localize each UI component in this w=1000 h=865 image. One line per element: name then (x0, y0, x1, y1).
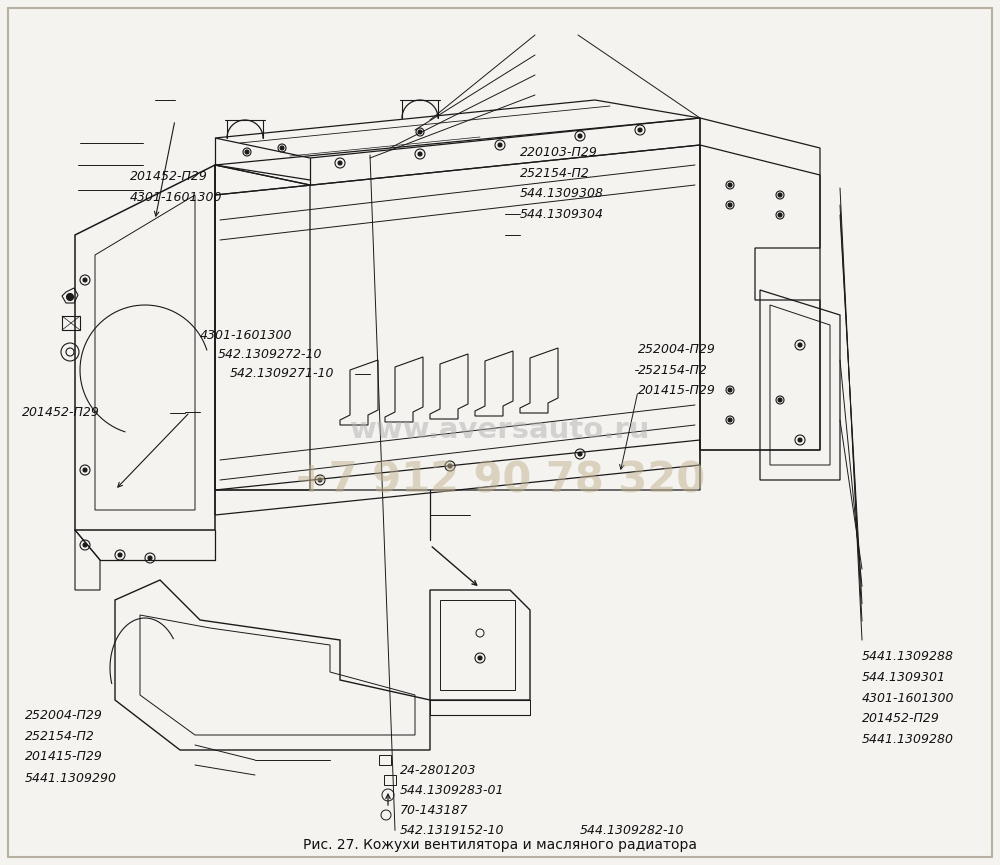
Circle shape (778, 193, 782, 197)
Circle shape (798, 343, 802, 347)
Circle shape (338, 161, 342, 165)
Circle shape (83, 278, 87, 282)
Circle shape (245, 150, 249, 154)
Text: 5441.1309290: 5441.1309290 (25, 772, 117, 785)
Circle shape (83, 468, 87, 472)
Text: 252004-П29: 252004-П29 (638, 343, 716, 356)
Text: www.aversauto.ru: www.aversauto.ru (350, 416, 650, 444)
Text: 544.1309308: 544.1309308 (520, 187, 604, 201)
Circle shape (318, 478, 322, 482)
Circle shape (118, 553, 122, 557)
Text: 70-143187: 70-143187 (400, 804, 468, 817)
Circle shape (418, 130, 422, 134)
Circle shape (83, 543, 87, 547)
Text: +7 912 90 78 320: +7 912 90 78 320 (294, 459, 706, 501)
Text: 542.1309271-10: 542.1309271-10 (230, 367, 334, 381)
Text: 544.1309301: 544.1309301 (862, 670, 946, 684)
Text: 201415-П29: 201415-П29 (638, 384, 716, 398)
Circle shape (280, 146, 284, 150)
Circle shape (728, 183, 732, 187)
Text: 252154-П2: 252154-П2 (25, 729, 95, 743)
Text: 201452-П29: 201452-П29 (862, 712, 940, 726)
Text: 4301-1601300: 4301-1601300 (130, 190, 222, 204)
Circle shape (498, 143, 502, 147)
Circle shape (578, 134, 582, 138)
Circle shape (478, 656, 482, 660)
Text: 201452-П29: 201452-П29 (130, 170, 208, 183)
Text: 4301-1601300: 4301-1601300 (862, 691, 954, 705)
Text: 220103-П29: 220103-П29 (520, 145, 598, 159)
Circle shape (418, 152, 422, 156)
Text: 5441.1309288: 5441.1309288 (862, 650, 954, 663)
Text: Рис. 27. Кожухи вентилятора и масляного радиатора: Рис. 27. Кожухи вентилятора и масляного … (303, 838, 697, 852)
Text: 542.1309272-10: 542.1309272-10 (218, 348, 322, 362)
Circle shape (66, 293, 74, 300)
Text: 252154-П2: 252154-П2 (638, 363, 708, 377)
Circle shape (778, 398, 782, 402)
Text: 252004-П29: 252004-П29 (25, 708, 103, 722)
Circle shape (578, 452, 582, 456)
Text: 201415-П29: 201415-П29 (25, 750, 103, 764)
Circle shape (728, 388, 732, 392)
Text: 24-2801203: 24-2801203 (400, 764, 477, 778)
Circle shape (778, 213, 782, 217)
Text: 544.1309282-10: 544.1309282-10 (580, 823, 684, 837)
Text: 542.1319152-10: 542.1319152-10 (400, 823, 505, 837)
Circle shape (728, 418, 732, 422)
Circle shape (448, 464, 452, 468)
Text: 544.1309304: 544.1309304 (520, 208, 604, 221)
Text: 5441.1309280: 5441.1309280 (862, 733, 954, 746)
Circle shape (638, 128, 642, 132)
Circle shape (148, 556, 152, 560)
Text: 252154-П2: 252154-П2 (520, 166, 590, 180)
Text: 544.1309283-01: 544.1309283-01 (400, 784, 505, 798)
Circle shape (798, 438, 802, 442)
Text: 4301-1601300: 4301-1601300 (200, 329, 292, 343)
Circle shape (728, 203, 732, 207)
Text: 201452-П29: 201452-П29 (22, 406, 100, 420)
